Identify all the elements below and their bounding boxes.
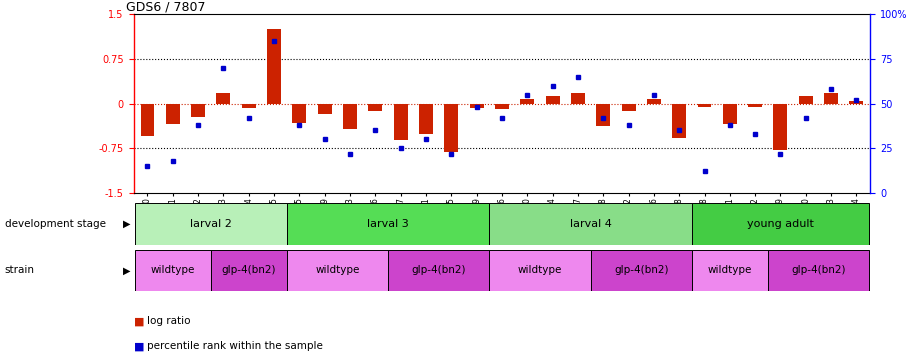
Bar	[286, 203, 489, 245]
Bar	[489, 203, 692, 245]
Bar	[824, 93, 838, 104]
Text: ■: ■	[134, 316, 144, 326]
Bar	[242, 104, 256, 108]
Bar	[134, 203, 286, 245]
Bar	[774, 104, 787, 150]
Text: GDS6 / 7807: GDS6 / 7807	[126, 0, 205, 13]
Bar	[799, 96, 812, 104]
Bar	[343, 104, 357, 129]
Bar	[489, 250, 590, 291]
Text: strain: strain	[5, 265, 35, 276]
Text: development stage: development stage	[5, 219, 106, 229]
Text: wildtype: wildtype	[151, 265, 195, 276]
Bar	[134, 250, 211, 291]
Text: ▶: ▶	[122, 219, 130, 229]
Text: wildtype: wildtype	[518, 265, 562, 276]
Bar	[192, 104, 205, 117]
Text: log ratio: log ratio	[147, 316, 191, 326]
Text: ■: ■	[134, 341, 144, 351]
Bar	[318, 104, 332, 114]
Text: larval 4: larval 4	[569, 219, 612, 229]
Bar	[393, 104, 408, 140]
Text: ▶: ▶	[122, 265, 130, 276]
Text: wildtype: wildtype	[315, 265, 359, 276]
Bar	[495, 104, 509, 110]
Text: young adult: young adult	[747, 219, 814, 229]
Bar	[697, 104, 711, 106]
Bar	[647, 99, 661, 104]
Bar	[590, 250, 692, 291]
Text: larval 2: larval 2	[190, 219, 232, 229]
Text: glp-4(bn2): glp-4(bn2)	[791, 265, 845, 276]
Bar	[849, 101, 863, 104]
Bar	[141, 104, 155, 136]
Bar	[748, 104, 762, 106]
Bar	[388, 250, 489, 291]
Bar	[723, 104, 737, 124]
Bar	[596, 104, 611, 126]
Bar	[692, 203, 869, 245]
Bar	[216, 93, 230, 104]
Text: larval 3: larval 3	[367, 219, 409, 229]
Bar	[267, 29, 281, 104]
Text: glp-4(bn2): glp-4(bn2)	[614, 265, 669, 276]
Bar	[286, 250, 388, 291]
Bar	[293, 104, 307, 122]
Bar	[571, 93, 585, 104]
Text: wildtype: wildtype	[707, 265, 752, 276]
Bar	[444, 104, 459, 152]
Bar	[520, 99, 534, 104]
Bar	[622, 104, 635, 111]
Bar	[419, 104, 433, 135]
Bar	[545, 96, 560, 104]
Text: percentile rank within the sample: percentile rank within the sample	[147, 341, 323, 351]
Text: glp-4(bn2): glp-4(bn2)	[412, 265, 466, 276]
Bar	[470, 104, 484, 108]
Text: glp-4(bn2): glp-4(bn2)	[221, 265, 276, 276]
Bar	[166, 104, 180, 124]
Bar	[368, 104, 382, 111]
Bar	[672, 104, 686, 138]
Bar	[768, 250, 869, 291]
Bar	[692, 250, 768, 291]
Bar	[211, 250, 286, 291]
